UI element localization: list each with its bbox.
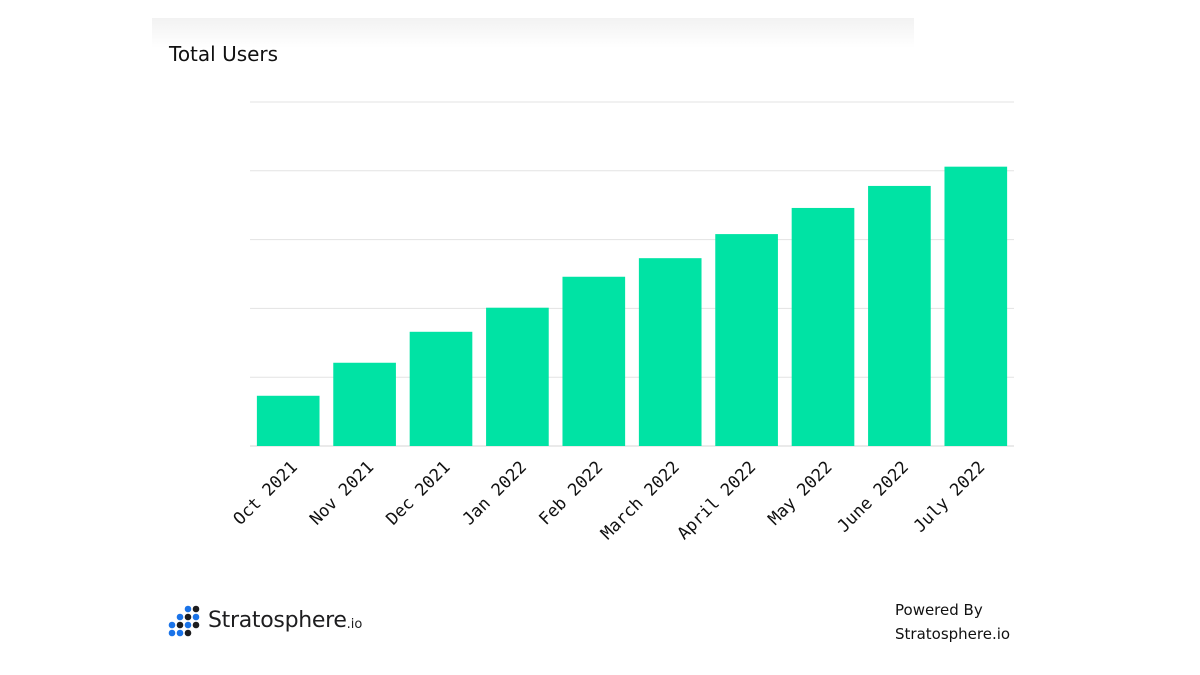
x-tick-label: Feb 2022 bbox=[535, 457, 607, 529]
bar bbox=[562, 276, 626, 446]
brand-suffix: .io bbox=[346, 616, 363, 632]
x-tick-label: Oct 2021 bbox=[230, 457, 302, 529]
bar bbox=[486, 307, 549, 446]
powered-by-text: Powered By Stratosphere.io bbox=[895, 598, 1010, 646]
x-tick-label: Jan 2022 bbox=[459, 457, 531, 529]
powered-by-brand: Stratosphere.io bbox=[895, 625, 1011, 643]
x-tick-label: June 2022 bbox=[834, 457, 913, 536]
bar bbox=[868, 185, 931, 446]
bar bbox=[944, 166, 1008, 446]
bar bbox=[791, 207, 855, 446]
header-shade bbox=[152, 18, 914, 48]
x-tick-label: March 2022 bbox=[597, 457, 684, 544]
bar bbox=[638, 258, 702, 446]
x-tick-label: Dec 2021 bbox=[382, 457, 454, 529]
x-tick-label: May 2022 bbox=[764, 457, 836, 529]
stratosphere-logo-icon bbox=[168, 605, 200, 637]
bar bbox=[333, 362, 396, 446]
chart-title: Total Users bbox=[169, 42, 279, 66]
bar bbox=[409, 331, 473, 446]
bar bbox=[256, 395, 320, 446]
brand-name: Stratosphere bbox=[208, 607, 347, 633]
x-tick-label: July 2022 bbox=[910, 457, 989, 536]
brand-logo: Stratosphere .io bbox=[168, 602, 362, 638]
x-tick-label: April 2022 bbox=[674, 457, 761, 544]
bar bbox=[715, 234, 778, 446]
x-tick-label: Nov 2021 bbox=[306, 457, 378, 529]
powered-by-line: Powered By bbox=[895, 601, 983, 619]
